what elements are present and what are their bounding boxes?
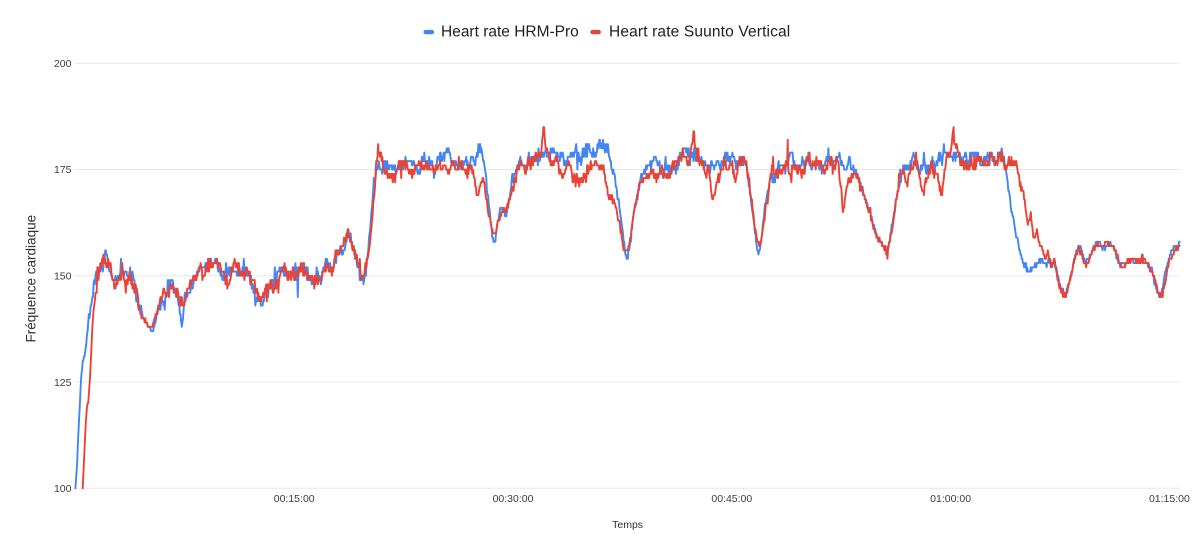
svg-text:150: 150 <box>54 271 72 283</box>
svg-text:00:45:00: 00:45:00 <box>711 493 752 505</box>
svg-text:00:15:00: 00:15:00 <box>274 493 315 505</box>
svg-text:Heart rate Suunto Vertical: Heart rate Suunto Vertical <box>609 23 790 40</box>
svg-text:100: 100 <box>54 483 72 495</box>
svg-text:00:30:00: 00:30:00 <box>493 493 534 505</box>
svg-text:01:15:00: 01:15:00 <box>1149 493 1190 505</box>
svg-text:200: 200 <box>54 58 72 70</box>
svg-text:Heart rate HRM-Pro: Heart rate HRM-Pro <box>441 23 579 40</box>
svg-text:Fréquence cardiaque: Fréquence cardiaque <box>24 215 39 343</box>
svg-text:01:00:00: 01:00:00 <box>930 493 971 505</box>
svg-text:175: 175 <box>54 164 72 176</box>
svg-text:125: 125 <box>54 377 72 389</box>
svg-text:Temps: Temps <box>612 519 643 531</box>
